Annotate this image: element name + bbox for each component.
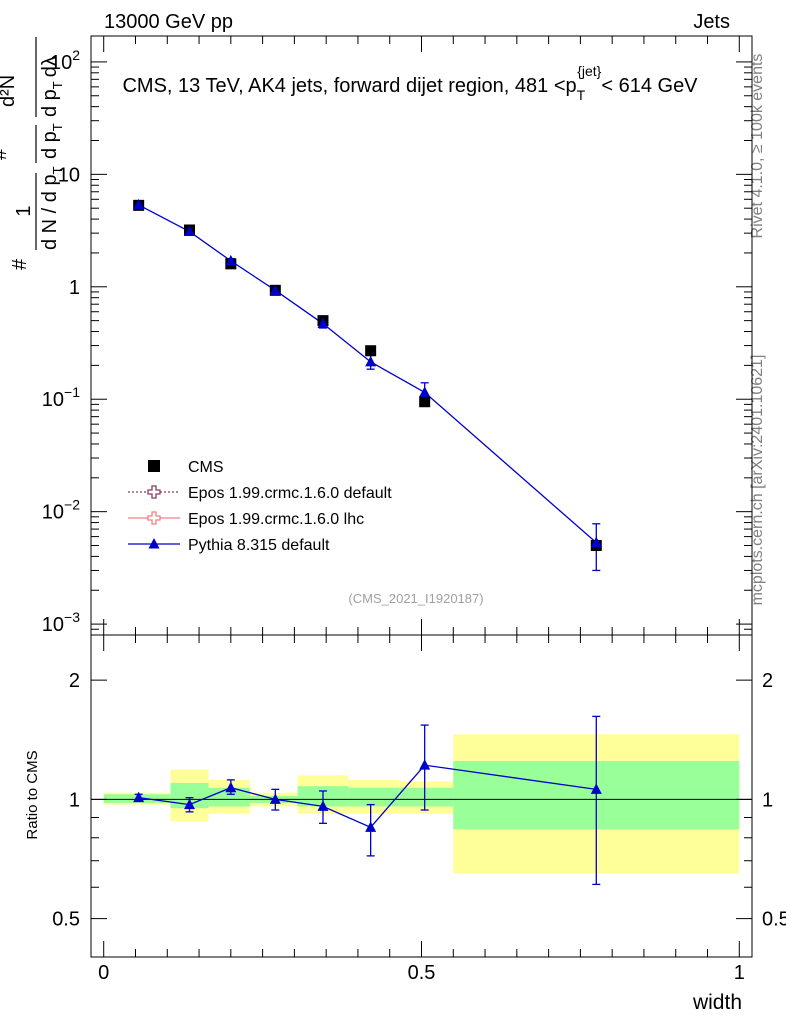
legend-label: CMS xyxy=(188,459,224,476)
x-tick-label: 1 xyxy=(734,962,745,984)
legend: CMS Epos 1.99.crmc.1.6.0 default Epos 1.99… xyxy=(128,459,392,554)
ylabel-dpt: d pT xyxy=(39,123,65,159)
ratio-series-layer xyxy=(133,715,602,886)
x-axis-label: width xyxy=(692,991,742,1014)
title-subscript: T xyxy=(577,87,586,103)
ylabel-dpt-dl-text: d p xyxy=(39,89,61,117)
main-y-tick-exponent: −2 xyxy=(64,497,80,513)
ylabel-dn-dpt-sub: T xyxy=(50,166,65,174)
main-y-tick-label: 1 xyxy=(69,277,80,299)
main-plot-title: CMS, 13 TeV, AK4 jets, forward dijet reg… xyxy=(122,63,698,103)
ylabel-hash-2: # xyxy=(0,148,11,160)
pythia-data-point xyxy=(184,225,196,237)
ylabel-dpt-dl: d pTdλ xyxy=(39,56,65,117)
ylabel-dlambda: dλ xyxy=(39,56,61,77)
ratio-pythia-point xyxy=(269,793,281,804)
main-series-layer xyxy=(133,198,602,572)
x-tick-label: 0 xyxy=(98,962,109,984)
ylabel-dpt-text: d p xyxy=(39,131,61,159)
analysis-tag: (CMS_2021_I1920187) xyxy=(348,591,483,606)
x-tick-label: 0.5 xyxy=(408,962,436,984)
cms-data-point xyxy=(419,396,431,408)
pythia-data-point xyxy=(133,198,145,210)
ratio-y-tick-label-right: 2 xyxy=(762,670,773,692)
ylabel-dn-dpt-text: d N / d p xyxy=(39,174,61,250)
ratio-axis-ticks xyxy=(91,635,752,958)
main-y-tick-label: 102 xyxy=(50,47,80,74)
title-suffix: < 614 GeV xyxy=(601,75,698,97)
ylabel-hash-1: # xyxy=(9,258,31,270)
legend-marker-pythia xyxy=(148,538,160,549)
ylabel-d2n: d²N xyxy=(0,75,19,107)
legend-label: Epos 1.99.crmc.1.6.0 default xyxy=(188,485,392,502)
main-y-tick-exponent: −1 xyxy=(64,384,80,400)
rivet-version-label: Rivet 4.1.0, ≥ 100k events xyxy=(749,54,766,239)
main-y-tick-exponent: −3 xyxy=(64,609,80,625)
ylabel-dpt-dl-sub: T xyxy=(50,81,65,89)
ylabel-dpt-sub: T xyxy=(50,123,65,131)
main-axis-ticks xyxy=(91,36,752,636)
ratio-y-tick-label-left: 1 xyxy=(69,789,80,811)
legend-marker-epos xyxy=(147,485,161,499)
ratio-pythia-point xyxy=(184,798,196,810)
ratio-pythia-point xyxy=(225,781,237,793)
main-y-tick-base: 10 xyxy=(42,614,64,636)
ratio-y-tick-label-left: 2 xyxy=(69,670,80,692)
main-y-tick-label: 10−3 xyxy=(42,609,80,636)
pythia-data-point xyxy=(225,254,237,266)
legend-marker-epos xyxy=(147,511,161,525)
ratio-y-axis-label: Ratio to CMS xyxy=(24,750,41,839)
pythia-data-point xyxy=(590,536,602,548)
ratio-y-tick-labels: 0.5 0.5 1 1 2 2 xyxy=(52,670,786,930)
ratio-pythia-point xyxy=(133,791,145,803)
main-y-axis-label: # 1 d N / d pT # d pT d²N d pTdλ xyxy=(0,37,65,270)
main-y-tick-exponent: 2 xyxy=(72,47,80,63)
pythia-data-point xyxy=(269,284,281,295)
ylabel-dn-dpt: d N / d pT xyxy=(39,166,65,250)
title-prefix: CMS, 13 TeV, AK4 jets, forward dijet reg… xyxy=(122,75,576,97)
main-y-tick-base: 10 xyxy=(42,502,64,524)
ratio-y-tick-label-right: 1 xyxy=(762,789,773,811)
legend-marker-cms xyxy=(148,460,160,472)
pythia-line xyxy=(138,204,597,544)
header-category-label: Jets xyxy=(693,11,730,33)
ratio-pythia-point xyxy=(419,759,431,770)
main-y-tick-label: 10−1 xyxy=(42,384,80,411)
main-y-tick-label: 10−2 xyxy=(42,497,80,524)
legend-label: Epos 1.99.crmc.1.6.0 lhc xyxy=(188,511,364,528)
ratio-pythia-point xyxy=(590,783,602,794)
main-y-tick-base: 10 xyxy=(50,52,72,74)
ratio-pythia-point xyxy=(365,821,377,832)
header-collision-label: 13000 GeV pp xyxy=(104,11,233,33)
pythia-data-point xyxy=(419,386,431,397)
title-superscript: {jet} xyxy=(577,63,601,79)
x-tick-labels: 0 0.5 1 xyxy=(98,962,745,984)
cms-data-point xyxy=(365,345,377,357)
pythia-data-point xyxy=(317,317,329,329)
ratio-y-tick-label-right: 0.5 xyxy=(762,909,786,931)
ratio-band-inner xyxy=(348,787,400,807)
main-y-tick-base: 10 xyxy=(42,389,64,411)
pythia-data-point xyxy=(365,355,377,367)
mcplots-label: mcplots.cern.ch [arXiv:2401.10621] xyxy=(749,355,766,606)
ratio-y-tick-label-left: 0.5 xyxy=(52,909,80,931)
ylabel-one: 1 xyxy=(13,205,35,216)
ratio-pythia-point xyxy=(317,800,329,811)
legend-label: Pythia 8.315 default xyxy=(188,537,330,554)
main-y-tick-label: 10 xyxy=(58,164,80,186)
ratio-band-inner xyxy=(399,787,454,807)
ratio-pythia-line xyxy=(138,764,597,829)
